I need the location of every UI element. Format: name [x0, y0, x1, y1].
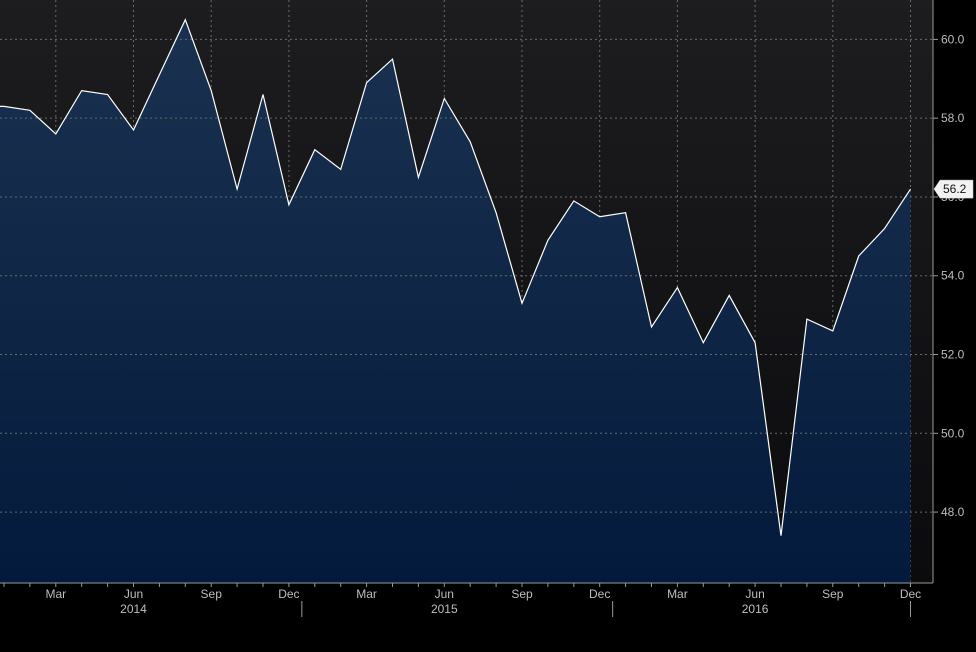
y-tick-label: 52.0 [941, 348, 965, 362]
last-value-label: 56.2 [933, 179, 974, 199]
x-tick-label: Sep [201, 587, 223, 601]
data-point [650, 326, 652, 328]
x-tick-label: Jun [435, 587, 454, 601]
data-point [883, 227, 885, 229]
data-point [676, 286, 678, 288]
data-point [55, 133, 57, 135]
data-point [832, 330, 834, 332]
data-point [495, 212, 497, 214]
data-point [3, 105, 5, 107]
y-axis-ticks: 48.050.052.054.056.058.060.0 [933, 32, 965, 519]
data-point [806, 318, 808, 320]
data-point [184, 19, 186, 21]
data-point [521, 302, 523, 304]
x-year-label: 2014 [120, 602, 147, 616]
y-tick-label: 50.0 [941, 426, 965, 440]
x-tick-label: Mar [667, 587, 688, 601]
data-point [858, 255, 860, 257]
x-tick-label: Jun [745, 587, 764, 601]
data-point [391, 58, 393, 60]
series-line [0, 18, 912, 536]
data-point [81, 89, 83, 91]
x-tick-label: Dec [589, 587, 610, 601]
data-point [132, 129, 134, 131]
data-point [158, 74, 160, 76]
data-point [288, 204, 290, 206]
x-axis-ticks: Mar Jun Sep Dec Mar Jun Sep Dec Mar Jun Sep Dec 2014… [3, 583, 921, 617]
data-point [469, 141, 471, 143]
horizontal-gridlines [0, 38, 933, 513]
data-point [780, 535, 782, 537]
x-tick-label: Dec [900, 587, 921, 601]
data-point [754, 342, 756, 344]
data-point [340, 168, 342, 170]
data-point [210, 89, 212, 91]
x-tick-label: Sep [822, 587, 844, 601]
data-point [702, 342, 704, 344]
y-tick-label: 48.0 [941, 505, 965, 519]
data-point [573, 200, 575, 202]
data-point [417, 176, 419, 178]
data-point [443, 97, 445, 99]
x-tick-label: Mar [45, 587, 66, 601]
x-tick-label: Mar [356, 587, 377, 601]
x-year-label: 2016 [742, 602, 769, 616]
data-point [599, 216, 601, 218]
y-tick-label: 58.0 [941, 111, 965, 125]
data-point [547, 239, 549, 241]
data-point [624, 212, 626, 214]
data-point [314, 149, 316, 151]
data-point [106, 93, 108, 95]
data-point [909, 188, 911, 190]
y-tick-label: 54.0 [941, 269, 965, 283]
data-point [29, 109, 31, 111]
data-point [728, 294, 730, 296]
y-tick-label: 60.0 [941, 32, 965, 46]
x-tick-label: Dec [278, 587, 299, 601]
last-value-box [933, 179, 974, 199]
x-year-label: 2015 [431, 602, 458, 616]
series-area-fill [0, 19, 911, 583]
last-value-text: 56.2 [943, 182, 967, 196]
data-point [236, 188, 238, 190]
data-point [365, 82, 367, 84]
data-point [262, 93, 264, 95]
x-tick-label: Jun [124, 587, 143, 601]
x-tick-label: Sep [511, 587, 533, 601]
